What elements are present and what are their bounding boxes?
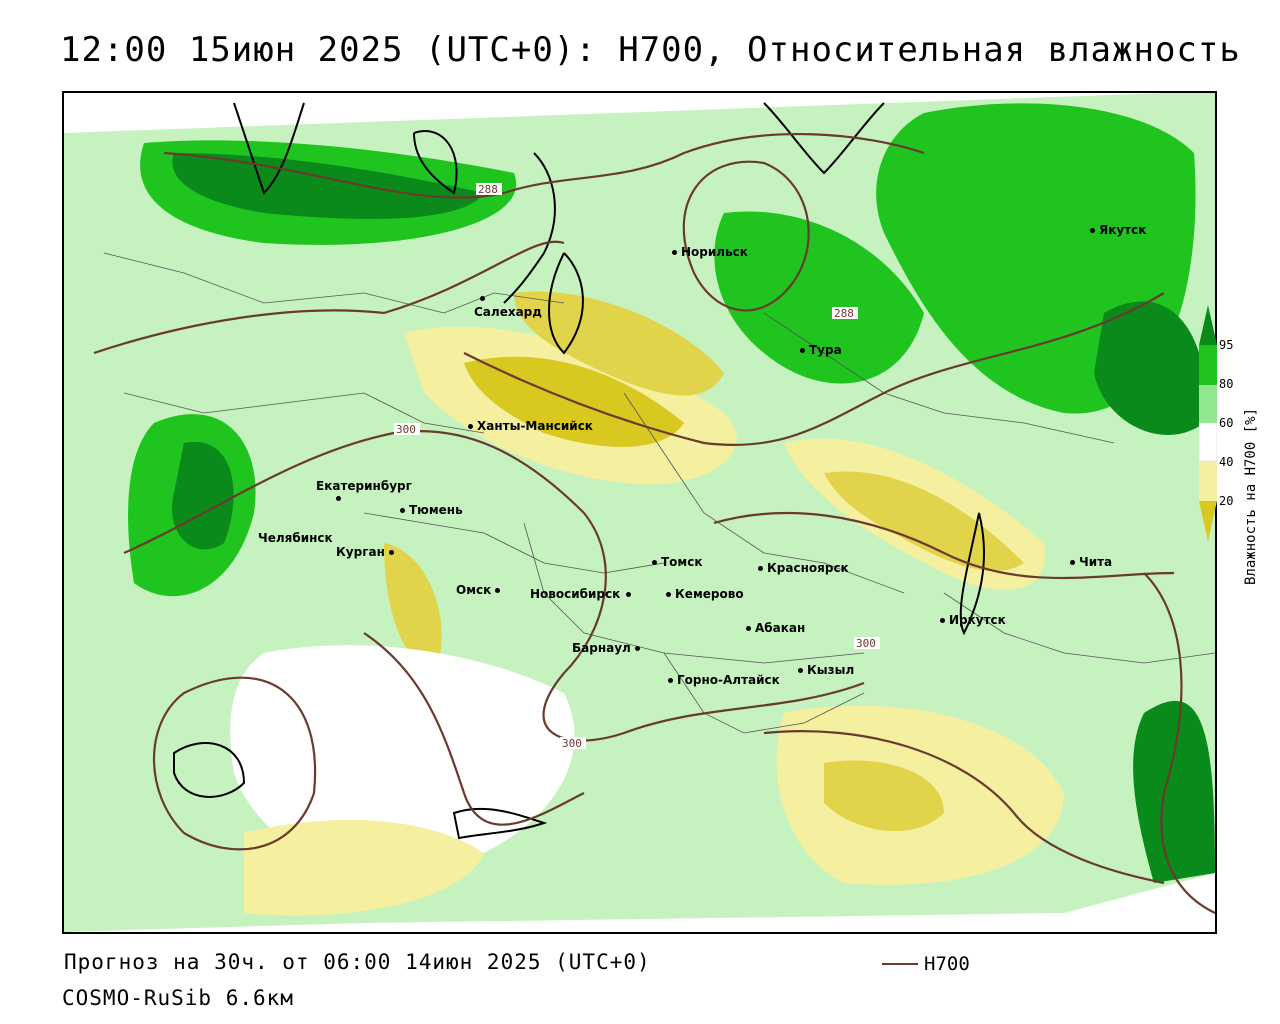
city-name: Томск xyxy=(661,555,703,569)
city-name: Чита xyxy=(1079,555,1113,569)
city-name: Горно-Алтайск xyxy=(677,673,780,687)
colorbar-tick-60: 60 xyxy=(1219,416,1234,430)
city-dot xyxy=(758,566,763,571)
city-dot xyxy=(388,550,394,555)
model-name: COSMO-RuSib 6.6км xyxy=(62,986,294,1010)
city-novosibirsk: Новосибирск xyxy=(530,587,635,601)
contour-label: 300 xyxy=(396,423,416,436)
city-salekhard xyxy=(480,291,489,305)
city-name: Екатеринбург xyxy=(316,479,412,493)
city-tyumen: Тюмень xyxy=(400,503,463,517)
city-dot xyxy=(940,618,945,623)
city-dot xyxy=(652,560,657,565)
map-title: 12:00 15июн 2025 (UTC+0): H700, Относите… xyxy=(60,30,1241,70)
city-dot xyxy=(798,668,803,673)
city-kyzyl: Кызыл xyxy=(798,663,854,677)
contour-legend: H700 xyxy=(882,953,970,975)
city-name: Абакан xyxy=(755,621,806,635)
city-name: Новосибирск xyxy=(530,587,621,601)
h700-contours xyxy=(93,132,1215,914)
colorbar-tick-20: 20 xyxy=(1219,494,1234,508)
city-name: Курган xyxy=(336,545,385,559)
city-omsk: Омск xyxy=(456,583,504,597)
weather-map: 288 288 300 300 300 Норильск Якутск Сале… xyxy=(62,91,1217,934)
city-dot xyxy=(400,508,405,513)
colorbar-tick-95: 95 xyxy=(1219,338,1234,352)
city-name: Барнаул xyxy=(572,641,631,655)
city-barnaul: Барнаул xyxy=(572,641,644,655)
contour-legend-label: H700 xyxy=(924,953,970,975)
colorbar-tick-40: 40 xyxy=(1219,455,1234,469)
city-yekaterinburg xyxy=(336,491,345,505)
colorbar-band-80 xyxy=(1199,345,1217,385)
city-dot xyxy=(800,348,805,353)
city-krasnoyarsk: Красноярск xyxy=(758,561,849,575)
contour-label: 288 xyxy=(478,183,498,196)
city-name: Салехард xyxy=(474,305,542,319)
borders xyxy=(103,252,1215,734)
city-dot xyxy=(668,678,673,683)
contour-legend-swatch xyxy=(882,963,918,965)
city-name: Кемерово xyxy=(675,587,744,601)
city-name: Тура xyxy=(809,343,842,357)
contour-label: 300 xyxy=(562,737,582,750)
map-canvas: 288 288 300 300 300 xyxy=(64,93,1215,932)
city-name: Челябинск xyxy=(258,531,333,545)
forecast-info: Прогноз на 30ч. от 06:00 14июн 2025 (UTC… xyxy=(64,950,651,974)
city-kurgan: Курган xyxy=(336,545,398,559)
city-salekhard-label: Салехард xyxy=(474,305,542,319)
city-dot xyxy=(626,592,632,597)
city-khanty-mansiysk: Ханты-Мансийск xyxy=(468,419,593,433)
contour-labels: 288 288 300 300 300 xyxy=(394,183,880,750)
colorbar-cap-top xyxy=(1199,305,1217,345)
city-dot xyxy=(666,592,671,597)
city-dot xyxy=(1070,560,1075,565)
city-name: Норильск xyxy=(681,245,748,259)
coastline xyxy=(173,102,985,840)
colorbar-tick-80: 80 xyxy=(1219,377,1234,391)
city-dot xyxy=(746,626,751,631)
colorbar-band-60 xyxy=(1199,385,1217,423)
city-yekaterinburg-label: Екатеринбург xyxy=(316,479,412,493)
city-name: Омск xyxy=(456,583,492,597)
city-name: Кызыл xyxy=(807,663,855,677)
city-chita: Чита xyxy=(1070,555,1112,569)
city-dot xyxy=(495,588,501,593)
city-name: Красноярск xyxy=(767,561,849,575)
colorbar-title: Влажность на H700 [%] xyxy=(1243,407,1259,585)
city-norilsk: Норильск xyxy=(672,245,748,259)
city-dot xyxy=(480,296,485,301)
city-dot xyxy=(1090,228,1095,233)
city-tomsk: Томск xyxy=(652,555,703,569)
city-dot xyxy=(336,496,341,501)
city-gorno-altaysk: Горно-Алтайск xyxy=(668,673,780,687)
city-name: Ханты-Мансийск xyxy=(477,419,593,433)
colorbar-band-40 xyxy=(1199,422,1217,462)
city-kemerovo: Кемерово xyxy=(666,587,744,601)
city-name: Якутск xyxy=(1099,223,1147,237)
contour-label: 300 xyxy=(856,637,876,650)
humidity-field xyxy=(64,93,1215,932)
city-tura: Тура xyxy=(800,343,842,357)
city-name: Иркутск xyxy=(949,613,1006,627)
colorbar-cap-bottom xyxy=(1199,501,1217,541)
city-name: Тюмень xyxy=(409,503,463,517)
city-abakan: Абакан xyxy=(746,621,805,635)
humidity-colorbar xyxy=(1199,305,1217,541)
city-chelyabinsk: Челябинск xyxy=(258,531,333,545)
city-irkutsk: Иркутск xyxy=(940,613,1006,627)
city-yakutsk: Якутск xyxy=(1090,223,1146,237)
colorbar-band-20 xyxy=(1199,461,1217,501)
contour-label: 288 xyxy=(834,307,854,320)
city-dot xyxy=(672,250,677,255)
city-dot xyxy=(468,424,473,429)
city-dot xyxy=(634,646,640,651)
